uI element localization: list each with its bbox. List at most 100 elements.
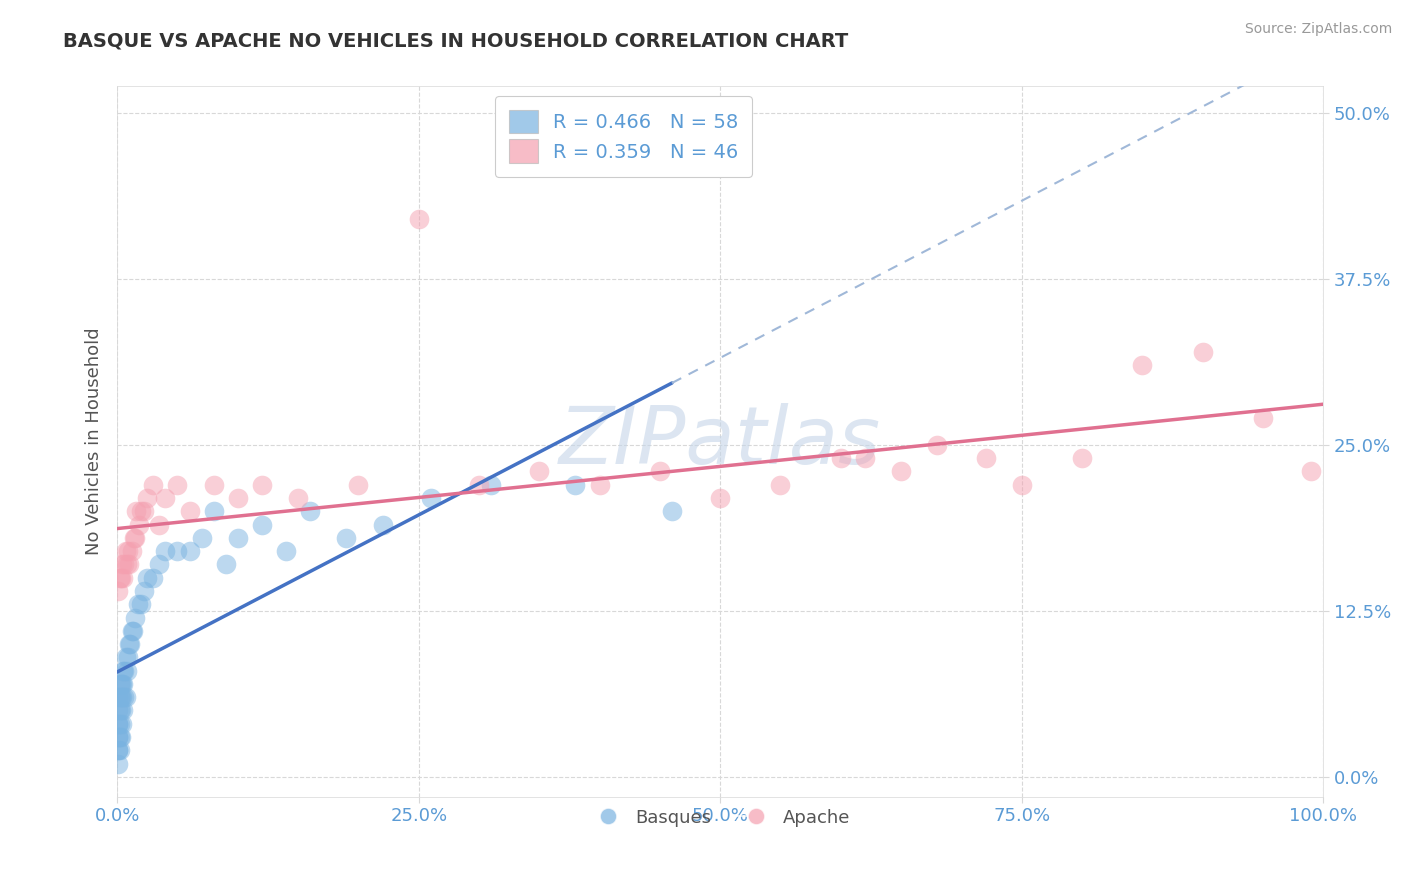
Point	[107, 716, 129, 731]
Point	[202, 477, 225, 491]
Point	[974, 451, 997, 466]
Point	[769, 477, 792, 491]
Point	[529, 465, 551, 479]
Point	[111, 690, 134, 705]
Point	[107, 743, 129, 757]
Point	[124, 531, 146, 545]
Point	[112, 664, 135, 678]
Point	[107, 743, 129, 757]
Point	[108, 690, 131, 705]
Point	[128, 517, 150, 532]
Point	[111, 558, 134, 572]
Point	[190, 531, 212, 545]
Point	[112, 703, 135, 717]
Point	[136, 571, 159, 585]
Point	[179, 544, 201, 558]
Point	[115, 558, 138, 572]
Point	[148, 517, 170, 532]
Point	[142, 571, 165, 585]
Point	[124, 610, 146, 624]
Point	[250, 517, 273, 532]
Point	[1130, 358, 1153, 372]
Point	[1251, 411, 1274, 425]
Point	[202, 504, 225, 518]
Point	[108, 716, 131, 731]
Point	[111, 716, 134, 731]
Point	[122, 531, 145, 545]
Point	[371, 517, 394, 532]
Point	[107, 756, 129, 771]
Point	[179, 504, 201, 518]
Point	[166, 477, 188, 491]
Point	[131, 504, 153, 518]
Point	[112, 571, 135, 585]
Point	[479, 477, 502, 491]
Point	[148, 558, 170, 572]
Point	[408, 212, 430, 227]
Point	[110, 571, 132, 585]
Point	[661, 504, 683, 518]
Point	[136, 491, 159, 505]
Point	[299, 504, 322, 518]
Text: Source: ZipAtlas.com: Source: ZipAtlas.com	[1244, 22, 1392, 37]
Text: BASQUE VS APACHE NO VEHICLES IN HOUSEHOLD CORRELATION CHART: BASQUE VS APACHE NO VEHICLES IN HOUSEHOL…	[63, 31, 848, 50]
Point	[114, 690, 136, 705]
Point	[112, 677, 135, 691]
Point	[121, 544, 143, 558]
Point	[274, 544, 297, 558]
Point	[114, 650, 136, 665]
Point	[121, 624, 143, 638]
Point	[107, 584, 129, 599]
Point	[114, 544, 136, 558]
Point	[250, 477, 273, 491]
Point	[155, 491, 177, 505]
Point	[166, 544, 188, 558]
Point	[108, 703, 131, 717]
Point	[1191, 345, 1213, 359]
Point	[132, 584, 155, 599]
Point	[108, 730, 131, 744]
Point	[830, 451, 852, 466]
Point	[108, 571, 131, 585]
Point	[890, 465, 912, 479]
Point	[127, 597, 149, 611]
Text: ZIPatlas: ZIPatlas	[560, 402, 882, 481]
Point	[648, 465, 671, 479]
Point	[107, 716, 129, 731]
Point	[853, 451, 876, 466]
Point	[111, 677, 134, 691]
Point	[112, 690, 135, 705]
Point	[110, 690, 132, 705]
Point	[117, 650, 139, 665]
Point	[110, 730, 132, 744]
Point	[468, 477, 491, 491]
Point	[107, 730, 129, 744]
Point	[226, 531, 249, 545]
Y-axis label: No Vehicles in Household: No Vehicles in Household	[86, 327, 103, 556]
Point	[927, 438, 949, 452]
Point	[226, 491, 249, 505]
Point	[118, 637, 141, 651]
Point	[335, 531, 357, 545]
Legend: Basques, Apache: Basques, Apache	[582, 802, 858, 834]
Point	[131, 597, 153, 611]
Point	[107, 690, 129, 705]
Point	[1301, 465, 1323, 479]
Point	[709, 491, 731, 505]
Point	[108, 677, 131, 691]
Point	[122, 624, 145, 638]
Point	[112, 664, 135, 678]
Point	[107, 730, 129, 744]
Point	[125, 504, 148, 518]
Point	[117, 544, 139, 558]
Point	[215, 558, 238, 572]
Point	[115, 664, 138, 678]
Point	[347, 477, 370, 491]
Point	[107, 703, 129, 717]
Point	[118, 558, 141, 572]
Point	[142, 477, 165, 491]
Point	[1071, 451, 1094, 466]
Point	[1011, 477, 1033, 491]
Point	[132, 504, 155, 518]
Point	[588, 477, 610, 491]
